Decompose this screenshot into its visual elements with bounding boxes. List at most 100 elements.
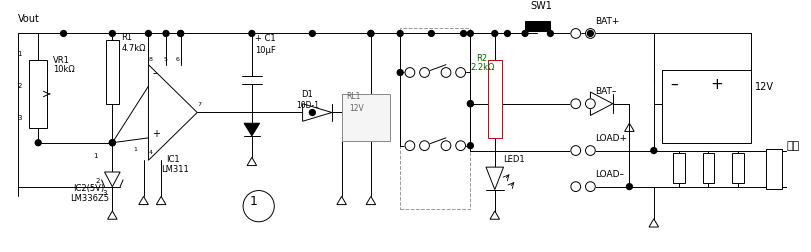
Polygon shape bbox=[590, 92, 612, 115]
Circle shape bbox=[585, 99, 594, 109]
Bar bbox=[487, 60, 501, 138]
Bar bbox=[765, 149, 781, 188]
Text: D1: D1 bbox=[300, 90, 312, 99]
Polygon shape bbox=[244, 123, 260, 136]
Circle shape bbox=[570, 146, 580, 155]
Text: 10D-1: 10D-1 bbox=[295, 101, 319, 110]
Text: 5: 5 bbox=[164, 57, 168, 62]
Text: 2: 2 bbox=[96, 178, 100, 184]
Text: –: – bbox=[670, 77, 677, 92]
Polygon shape bbox=[486, 167, 503, 190]
Text: LOAD–: LOAD– bbox=[594, 170, 624, 179]
Text: 12V: 12V bbox=[754, 82, 774, 92]
Circle shape bbox=[570, 28, 580, 38]
Circle shape bbox=[570, 182, 580, 192]
Circle shape bbox=[626, 184, 632, 190]
Bar bbox=[702, 153, 714, 183]
Circle shape bbox=[367, 30, 373, 36]
Text: 10μF: 10μF bbox=[255, 46, 275, 55]
Circle shape bbox=[309, 110, 315, 115]
Circle shape bbox=[460, 30, 466, 36]
Text: 2.2kΩ: 2.2kΩ bbox=[470, 64, 494, 73]
Text: 8: 8 bbox=[148, 57, 152, 62]
Bar bbox=[661, 70, 750, 143]
Text: 1: 1 bbox=[134, 147, 138, 152]
Text: LED1: LED1 bbox=[503, 155, 525, 164]
Text: BAT–: BAT– bbox=[594, 87, 616, 96]
Circle shape bbox=[455, 141, 465, 150]
Text: +: + bbox=[152, 129, 160, 139]
Text: R1: R1 bbox=[121, 33, 132, 42]
Text: SW1: SW1 bbox=[530, 1, 551, 11]
Text: LM336Z5: LM336Z5 bbox=[71, 194, 109, 203]
Text: + C1: + C1 bbox=[255, 34, 275, 43]
Text: R2: R2 bbox=[476, 54, 487, 63]
Text: 1: 1 bbox=[92, 153, 97, 159]
Text: LM311: LM311 bbox=[161, 165, 189, 174]
Bar bbox=[525, 21, 550, 30]
Bar bbox=[29, 60, 47, 128]
Circle shape bbox=[397, 30, 402, 36]
Circle shape bbox=[109, 140, 115, 146]
Circle shape bbox=[242, 191, 274, 222]
Text: 3: 3 bbox=[18, 115, 22, 121]
Circle shape bbox=[504, 30, 510, 36]
Text: 6: 6 bbox=[175, 57, 179, 62]
Bar bbox=[672, 153, 684, 183]
Bar bbox=[400, 28, 470, 209]
Circle shape bbox=[467, 143, 473, 149]
Circle shape bbox=[419, 141, 429, 150]
Circle shape bbox=[521, 30, 527, 36]
Circle shape bbox=[61, 30, 67, 36]
Bar bbox=[731, 153, 743, 183]
Circle shape bbox=[570, 99, 580, 109]
Bar bbox=[105, 40, 119, 104]
Circle shape bbox=[397, 70, 402, 75]
Text: 7: 7 bbox=[197, 102, 201, 107]
Text: 1: 1 bbox=[18, 51, 22, 57]
Polygon shape bbox=[148, 65, 197, 160]
Text: RL1: RL1 bbox=[346, 92, 360, 101]
Circle shape bbox=[585, 28, 594, 38]
Circle shape bbox=[467, 101, 473, 107]
Text: 4: 4 bbox=[148, 150, 152, 155]
Circle shape bbox=[178, 30, 183, 36]
Circle shape bbox=[440, 141, 450, 150]
Text: 3: 3 bbox=[102, 191, 107, 196]
Circle shape bbox=[650, 148, 656, 153]
Text: 10kΩ: 10kΩ bbox=[53, 66, 75, 74]
Text: 负荷: 负荷 bbox=[786, 141, 799, 150]
Text: 2: 2 bbox=[18, 83, 22, 89]
Circle shape bbox=[455, 68, 465, 77]
Circle shape bbox=[467, 101, 473, 107]
Text: 4.7kΩ: 4.7kΩ bbox=[121, 44, 145, 53]
Circle shape bbox=[419, 68, 429, 77]
Text: 12V: 12V bbox=[349, 105, 363, 113]
Polygon shape bbox=[105, 172, 120, 187]
Circle shape bbox=[109, 30, 115, 36]
Text: IC1: IC1 bbox=[165, 155, 179, 164]
Polygon shape bbox=[303, 104, 332, 121]
Circle shape bbox=[309, 30, 315, 36]
Text: –: – bbox=[152, 68, 157, 78]
Text: 1: 1 bbox=[250, 195, 257, 208]
Text: LOAD+: LOAD+ bbox=[594, 134, 626, 143]
Circle shape bbox=[178, 30, 183, 36]
Circle shape bbox=[405, 141, 414, 150]
Circle shape bbox=[367, 30, 373, 36]
Circle shape bbox=[249, 30, 255, 36]
Circle shape bbox=[145, 30, 151, 36]
Text: BAT+: BAT+ bbox=[594, 17, 619, 26]
Circle shape bbox=[440, 68, 450, 77]
Text: Vout: Vout bbox=[18, 14, 40, 24]
Circle shape bbox=[547, 30, 552, 36]
Text: +: + bbox=[710, 77, 723, 92]
Bar bbox=[341, 94, 390, 141]
Circle shape bbox=[163, 30, 169, 36]
Text: IC2(5V): IC2(5V) bbox=[73, 184, 105, 194]
Circle shape bbox=[586, 30, 593, 36]
Circle shape bbox=[585, 146, 594, 155]
Circle shape bbox=[405, 68, 414, 77]
Circle shape bbox=[585, 182, 594, 192]
Circle shape bbox=[491, 30, 497, 36]
